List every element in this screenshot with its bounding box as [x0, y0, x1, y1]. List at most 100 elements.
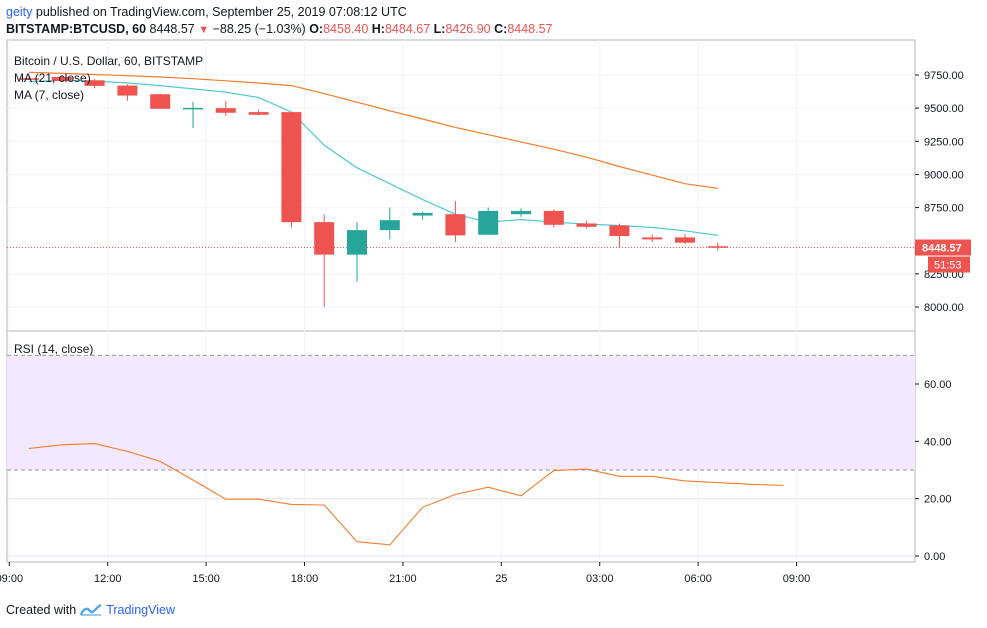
x-tick-label: 09:00 [0, 573, 23, 585]
rsi-series [28, 443, 784, 546]
price-change: −88.25 (−1.03%) [212, 22, 306, 36]
candle-down [609, 223, 630, 248]
time-axis[interactable]: 09:00 12:00 15:00 18:00 21:00 25 03:00 06:00 09:… [0, 562, 810, 585]
open-value: 8458.40 [323, 22, 369, 36]
current-price-tag [915, 239, 971, 256]
candle-body [707, 246, 728, 248]
candle-body [84, 80, 105, 86]
y-tick-label: 9750.00 [924, 70, 964, 82]
y-tick-label: 9500.00 [924, 103, 964, 115]
low-label: L: [433, 22, 446, 36]
candle-body [576, 223, 597, 227]
x-tick-label: 18:00 [291, 573, 319, 585]
x-tick-label: 06:00 [684, 573, 712, 585]
y-tick-label: 8000.00 [924, 302, 964, 314]
countdown-label: 51:53 [934, 260, 962, 272]
candle-down [150, 93, 171, 109]
rsi-title: RSI (14, close) [14, 342, 93, 356]
candle-body [675, 237, 695, 243]
candle-body [609, 225, 630, 237]
price-axis[interactable]: 9750.009500.009250.009000.008750.008250.… [915, 70, 971, 314]
candle-body [642, 237, 663, 240]
candle-up [412, 211, 433, 220]
candle-body [543, 210, 564, 225]
down-arrow-icon: ▼ [198, 24, 210, 36]
candle-body [183, 107, 203, 110]
candle-up [379, 207, 400, 240]
candle-body [117, 85, 138, 96]
candle-down [314, 214, 335, 307]
last-price: 8448.57 [149, 22, 195, 36]
published-text: published on TradingView.com, September … [35, 5, 407, 19]
candle-body [281, 112, 302, 223]
candle-body [150, 94, 171, 109]
symbol-label: BITSTAMP:BTCUSD, 60 [6, 22, 147, 36]
high-value: 8484.67 [384, 22, 431, 36]
ohlc-summary: BITSTAMP:BTCUSD, 60 8448.57 ▼ −88.25 (−1… [6, 22, 553, 36]
candle-down [281, 112, 302, 228]
candle-body [511, 210, 531, 215]
rsi-axis[interactable]: 60.00 40.00 20.00 0.00 [915, 379, 952, 563]
tradingview-link[interactable]: TradingView [106, 603, 175, 617]
rsi-y-tick-label: 0.00 [924, 551, 945, 563]
x-tick-label: 15:00 [192, 573, 220, 585]
author-link[interactable]: geity [6, 5, 33, 19]
candle-body [445, 214, 466, 236]
rsi-band-fill [7, 355, 915, 470]
open-label: O: [309, 22, 324, 36]
candle-body [19, 78, 39, 80]
current-price-label: 8448.57 [922, 243, 962, 255]
y-tick-label: 8750.00 [924, 203, 964, 215]
candle-body [51, 76, 72, 81]
x-tick-label: 03:00 [586, 573, 614, 585]
candle-up [511, 208, 531, 217]
rsi-y-tick-label: 40.00 [924, 436, 952, 448]
candle-down [445, 200, 466, 243]
x-tick-label: 12:00 [94, 573, 122, 585]
candle-body [314, 222, 335, 255]
ma21-line [28, 71, 718, 189]
y-tick-label: 9250.00 [924, 136, 964, 148]
rsi-line [28, 443, 784, 546]
moving-averages [28, 71, 718, 236]
candle-down [19, 76, 39, 81]
candle-body [248, 112, 269, 115]
chart-frame [6, 39, 916, 563]
candle-body [379, 220, 400, 231]
candle-down [84, 78, 105, 89]
candle-body [478, 210, 499, 235]
candle-down [642, 234, 663, 243]
candles [19, 75, 728, 307]
legend-ma7[interactable]: MA (7, close) [14, 88, 84, 102]
legend-ma21[interactable]: MA (21, close) [14, 71, 91, 85]
candle-down [707, 242, 728, 251]
candle-down [675, 234, 695, 245]
candle-down [543, 209, 564, 228]
candle-down [51, 75, 72, 82]
rsi-y-tick-label: 60.00 [924, 379, 952, 391]
close-label: C: [494, 22, 508, 36]
close-value: 8448.57 [507, 22, 553, 36]
tradingview-logo-icon [80, 603, 102, 616]
x-tick-label: 21:00 [389, 573, 417, 585]
countdown-tag [928, 256, 970, 273]
candle-up [478, 207, 499, 235]
candle-body [347, 230, 367, 255]
candle-body [215, 108, 236, 113]
ma7-line [28, 79, 718, 236]
high-label: H: [371, 22, 385, 36]
low-value: 8426.90 [445, 22, 491, 36]
y-tick-label: 9000.00 [924, 169, 964, 181]
candle-down [248, 109, 269, 116]
candle-down [117, 84, 138, 101]
footer: Created with TradingView [6, 603, 175, 617]
x-tick-label: 09:00 [783, 573, 811, 585]
created-with-label: Created with [6, 603, 77, 617]
rsi-y-tick-label: 20.00 [924, 494, 952, 506]
candle-up [347, 222, 367, 282]
candle-up [183, 101, 203, 129]
publish-info: geity published on TradingView.com, Sept… [6, 5, 407, 19]
candle-down [215, 100, 236, 117]
rsi-band [7, 354, 915, 471]
